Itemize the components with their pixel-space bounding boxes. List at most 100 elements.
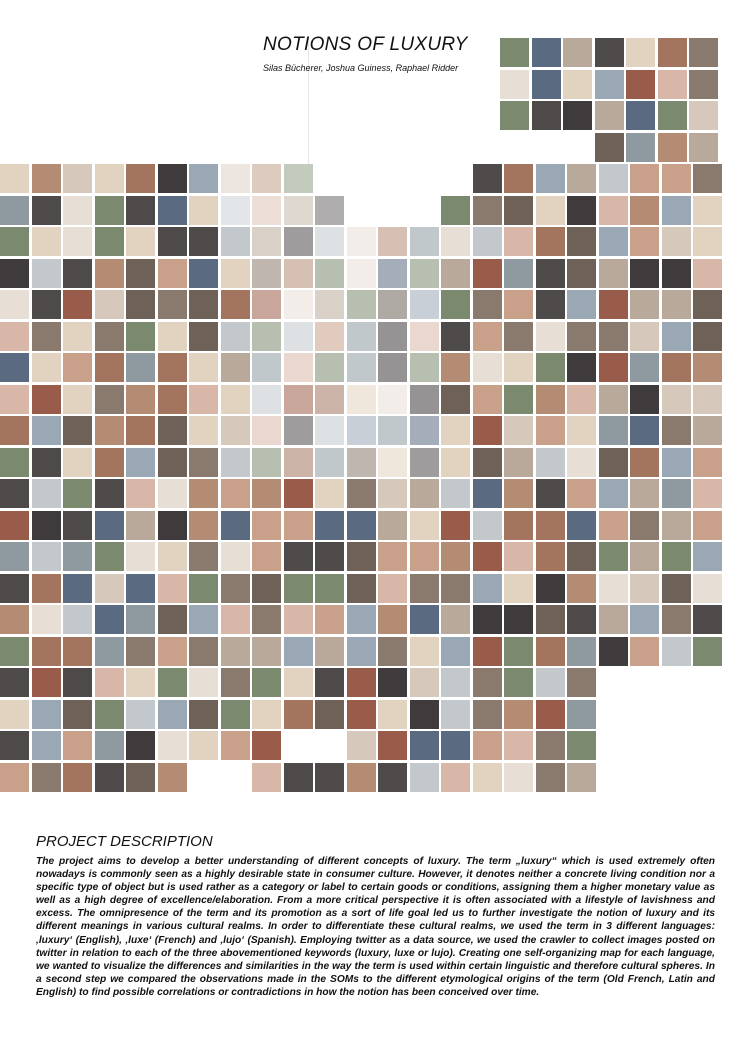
photo-tile <box>94 164 124 193</box>
photo-tile <box>63 290 92 319</box>
photo-tile <box>535 699 565 729</box>
photo-tile <box>126 384 155 414</box>
photo-tile <box>630 447 659 477</box>
photo-tile <box>94 762 124 792</box>
photo-tile <box>157 668 187 697</box>
photo-tile <box>94 447 124 477</box>
photo-tile <box>315 605 344 634</box>
photo-tile <box>315 636 344 666</box>
photo-tile <box>693 164 722 193</box>
photo-tile <box>630 353 659 382</box>
photo-tile <box>346 699 376 729</box>
photo-tile <box>531 38 561 67</box>
photo-tile <box>31 510 61 540</box>
photo-tile <box>504 510 533 540</box>
photo-tile <box>252 510 281 540</box>
photo-tile <box>630 510 659 540</box>
photo-tile <box>657 132 687 162</box>
photo-tile <box>535 290 565 319</box>
photo-tile <box>283 384 313 414</box>
photo-tile <box>0 605 29 634</box>
photo-tile <box>472 353 502 382</box>
photo-tile <box>535 605 565 634</box>
photo-tile <box>94 731 124 760</box>
photo-tile <box>472 542 502 571</box>
photo-tile <box>598 479 628 508</box>
photo-tile <box>157 605 187 634</box>
photo-tile <box>315 321 344 351</box>
photo-tile <box>535 195 565 225</box>
photo-tile <box>283 636 313 666</box>
photo-tile <box>252 447 281 477</box>
photo-tile <box>157 384 187 414</box>
photo-tile <box>283 573 313 603</box>
photo-tile <box>220 605 250 634</box>
photo-tile <box>598 384 628 414</box>
photo-tile <box>283 479 313 508</box>
photo-tile <box>630 227 659 256</box>
photo-tile <box>346 416 376 445</box>
photo-tile <box>657 101 687 130</box>
photo-tile <box>189 731 218 760</box>
photo-tile <box>315 699 344 729</box>
photo-tile <box>283 258 313 288</box>
photo-tile <box>94 479 124 508</box>
photo-tile <box>693 573 722 603</box>
photo-tile <box>472 605 502 634</box>
photo-tile <box>252 164 281 193</box>
photo-tile <box>283 447 313 477</box>
photo-tile <box>189 510 218 540</box>
photo-tile <box>504 636 533 666</box>
photo-tile <box>441 573 470 603</box>
photo-tile <box>630 164 659 193</box>
photo-tile <box>31 542 61 571</box>
photo-tile <box>657 38 687 67</box>
photo-tile <box>472 447 502 477</box>
photo-tile <box>189 321 218 351</box>
photo-tile <box>315 447 344 477</box>
photo-tile <box>378 762 407 792</box>
photo-tile <box>220 699 250 729</box>
photo-tile <box>283 510 313 540</box>
photo-tile <box>504 479 533 508</box>
photo-tile <box>315 762 344 792</box>
photo-tile <box>220 542 250 571</box>
photo-tile <box>252 321 281 351</box>
photo-tile <box>0 542 29 571</box>
photo-tile <box>220 195 250 225</box>
photo-tile <box>472 164 502 193</box>
photo-tile <box>626 69 655 99</box>
photo-tile <box>441 195 470 225</box>
photo-tile <box>126 762 155 792</box>
photo-tile <box>346 605 376 634</box>
photo-tile <box>441 636 470 666</box>
photo-tile <box>252 384 281 414</box>
photo-tile <box>94 573 124 603</box>
photo-tile <box>504 668 533 697</box>
photo-tile <box>441 353 470 382</box>
photo-tile <box>409 353 439 382</box>
photo-tile <box>661 227 691 256</box>
photo-tile <box>220 384 250 414</box>
photo-tile <box>252 195 281 225</box>
photo-tile <box>378 668 407 697</box>
photo-tile <box>126 164 155 193</box>
photo-tile <box>189 542 218 571</box>
photo-tile <box>252 731 281 760</box>
photo-tile <box>220 290 250 319</box>
photo-tile <box>598 416 628 445</box>
photo-tile <box>189 258 218 288</box>
photo-tile <box>189 416 218 445</box>
photo-tile <box>63 416 92 445</box>
photo-tile <box>346 290 376 319</box>
project-description: The project aims to develop a better und… <box>36 856 715 998</box>
photo-tile <box>94 384 124 414</box>
photo-tile <box>157 762 187 792</box>
photo-tile <box>409 605 439 634</box>
photo-tile <box>126 447 155 477</box>
photo-tile <box>378 258 407 288</box>
photo-tile <box>378 321 407 351</box>
photo-tile <box>594 101 624 130</box>
photo-tile <box>94 636 124 666</box>
photo-tile <box>472 479 502 508</box>
